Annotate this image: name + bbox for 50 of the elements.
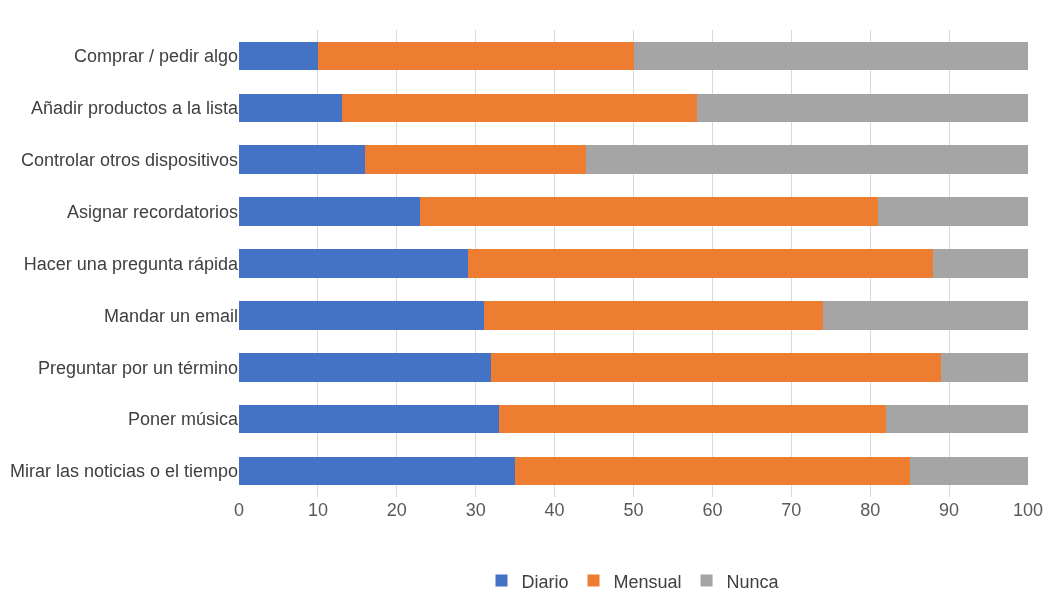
bar <box>239 41 318 71</box>
x-tick-label: 80 <box>860 500 881 520</box>
y-tick-label: Mandar un email <box>103 305 238 326</box>
y-tick-label: Hacer una pregunta rápida <box>23 253 239 274</box>
bar <box>586 145 1028 174</box>
bar <box>515 456 910 486</box>
legend-label: Nunca <box>726 571 780 592</box>
y-tick-label: Poner música <box>127 409 239 430</box>
bar <box>878 197 1028 226</box>
legend-label: Mensual <box>613 571 682 592</box>
x-tick-label: 60 <box>702 500 723 520</box>
bar <box>491 353 942 382</box>
y-tick-label: Asignar recordatorios <box>66 201 238 222</box>
x-tick-label: 90 <box>939 500 960 520</box>
x-tick-label: 30 <box>465 500 486 520</box>
bar <box>633 41 1028 71</box>
bar <box>341 93 697 123</box>
bar <box>499 404 886 434</box>
bar <box>420 197 879 226</box>
x-tick-label: 20 <box>386 500 407 520</box>
bar <box>239 93 342 123</box>
bar <box>239 404 500 434</box>
bar <box>239 145 366 174</box>
bar <box>239 301 484 330</box>
x-tick-label: 70 <box>781 500 802 520</box>
y-tick-label: Mirar las noticias o el tiempo <box>9 461 238 482</box>
bar <box>696 93 1028 123</box>
bar <box>239 249 468 278</box>
bar <box>239 353 492 382</box>
bar <box>239 456 516 486</box>
x-tick-label: 40 <box>544 500 565 520</box>
x-tick-label: 0 <box>233 500 245 520</box>
bar <box>822 301 1028 330</box>
y-tick-label: Controlar otros dispositivos <box>20 150 238 171</box>
bar <box>941 353 1028 382</box>
bar <box>909 456 1028 486</box>
y-tick-label: Preguntar por un término <box>37 357 238 378</box>
bar <box>483 301 823 330</box>
x-tick-label: 10 <box>307 500 328 520</box>
bar <box>933 249 1028 278</box>
bar <box>317 41 634 71</box>
x-tick-label: 50 <box>623 500 644 520</box>
bar <box>239 197 421 226</box>
legend-label: Diario <box>521 571 569 592</box>
x-tick-label: 100 <box>1012 500 1044 520</box>
y-tick-label: Comprar / pedir algo <box>73 46 238 67</box>
bar <box>885 404 1028 434</box>
bar <box>467 249 934 278</box>
bar <box>365 145 587 174</box>
y-tick-label: Añadir productos a la lista <box>30 98 239 119</box>
